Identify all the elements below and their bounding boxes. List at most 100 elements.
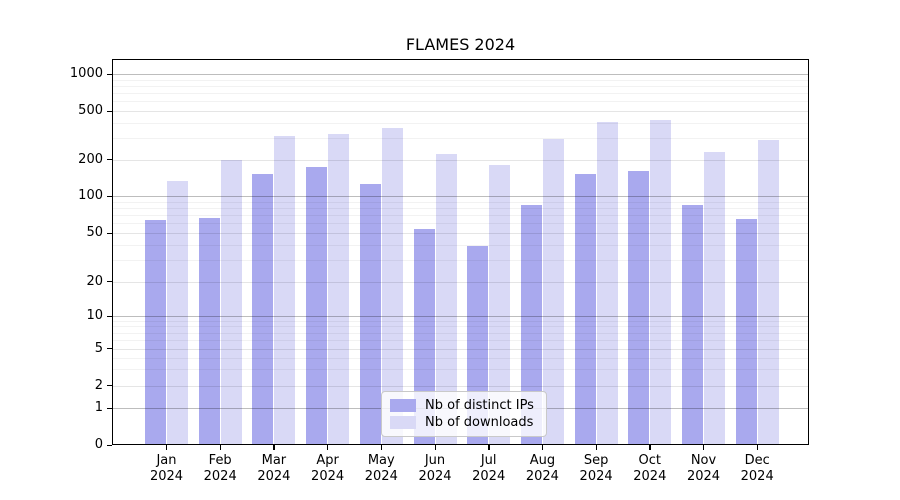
y-tick-0 — [107, 444, 112, 446]
x-tick-jun — [434, 445, 436, 450]
gridline-y-1000 — [113, 74, 809, 75]
y-tick-label-2: 2 — [94, 377, 103, 393]
x-tick-nov — [703, 445, 705, 450]
x-tick-may — [380, 445, 383, 450]
gridline-y-2 — [113, 385, 809, 387]
bar-distinct-ips-mar — [252, 173, 274, 445]
y-tick-2 — [107, 385, 112, 387]
gridline-y-60 — [113, 223, 809, 225]
x-tick-label-oct: Oct 2024 — [633, 453, 667, 484]
gridline-y-900 — [113, 79, 809, 81]
x-tick-label-jul: Jul 2024 — [472, 453, 506, 484]
gridline-y-80 — [113, 207, 809, 209]
x-tick-dec — [756, 445, 759, 450]
gridline-y-500 — [113, 111, 809, 112]
bar-downloads-feb — [220, 159, 242, 445]
legend-item-downloads: Nb of downloads — [390, 415, 538, 430]
y-tick-label-0: 0 — [94, 437, 103, 452]
bar-downloads-jul — [489, 164, 511, 445]
gridline-y-100 — [113, 196, 809, 197]
y-tick-1 — [107, 407, 112, 409]
x-tick-label-may: May 2024 — [364, 453, 398, 484]
y-tick-20 — [107, 281, 112, 283]
gridline-y-9 — [113, 320, 809, 322]
x-tick-jul — [488, 445, 490, 450]
gridline-y-800 — [113, 85, 809, 87]
y-tick-50 — [107, 232, 112, 234]
y-tick-label-100: 100 — [78, 188, 103, 203]
gridline-y-200 — [113, 159, 809, 161]
y-tick-label-1: 1 — [94, 400, 103, 415]
bar-distinct-ips-jan — [145, 219, 166, 445]
x-tick-mar — [273, 445, 275, 450]
y-tick-10 — [107, 315, 112, 317]
x-tick-label-jun: Jun 2024 — [418, 453, 452, 484]
x-tick-feb — [219, 445, 222, 450]
x-tick-label-aug: Aug 2024 — [525, 453, 559, 484]
bar-downloads-jun — [435, 154, 457, 445]
x-tick-label-mar: Mar 2024 — [257, 453, 291, 484]
y-tick-200 — [107, 159, 112, 161]
legend-swatch-distinct-ips — [390, 398, 416, 412]
legend-item-distinct-ips: Nb of distinct IPs — [390, 398, 538, 413]
bar-distinct-ips-apr — [306, 167, 328, 445]
y-tick-label-1000: 1000 — [69, 66, 103, 81]
x-tick-sep — [595, 445, 597, 450]
bar-downloads-dec — [757, 140, 779, 445]
gridline-y-7 — [113, 332, 809, 334]
bar-downloads-nov — [704, 151, 725, 445]
y-tick-5 — [107, 348, 112, 350]
x-tick-label-dec: Dec 2024 — [740, 453, 774, 484]
legend-swatch-downloads — [390, 416, 416, 430]
gridline-y-70 — [113, 215, 809, 217]
x-tick-jan — [166, 445, 168, 450]
x-tick-label-nov: Nov 2024 — [686, 453, 721, 484]
gridline-y-40 — [113, 244, 809, 246]
bar-distinct-ips-feb — [198, 218, 220, 445]
gridline-y-400 — [113, 122, 809, 124]
x-tick-oct — [649, 445, 651, 450]
bar-distinct-ips-oct — [628, 170, 650, 445]
y-tick-label-5: 5 — [94, 340, 103, 356]
chart-title: FLAMES 2024 — [405, 35, 516, 54]
y-tick-100 — [107, 195, 112, 197]
x-tick-aug — [541, 445, 544, 450]
gridline-y-30 — [113, 260, 809, 262]
x-tick-apr — [327, 445, 329, 450]
legend-label-downloads: Nb of downloads — [425, 415, 534, 431]
gridline-y-90 — [113, 201, 809, 203]
y-tick-1000 — [107, 73, 112, 75]
x-tick-label-jan: Jan 2024 — [149, 453, 184, 484]
gridline-y-3 — [113, 369, 809, 371]
bar-distinct-ips-dec — [735, 218, 757, 445]
gridline-y-600 — [113, 101, 809, 103]
legend-label-distinct-ips: Nb of distinct IPs — [425, 397, 534, 413]
bar-distinct-ips-aug — [520, 205, 542, 445]
x-tick-label-feb: Feb 2024 — [203, 453, 237, 484]
bar-downloads-may — [381, 127, 403, 445]
gridline-y-300 — [113, 138, 809, 140]
bar-downloads-oct — [650, 120, 672, 445]
gridline-y-4 — [113, 357, 809, 359]
y-tick-label-10: 10 — [86, 308, 103, 323]
bar-downloads-apr — [328, 133, 350, 445]
gridline-y-50 — [113, 233, 809, 234]
plot-frame — [112, 59, 809, 445]
gridline-y-10 — [113, 316, 809, 317]
bar-distinct-ips-may — [359, 183, 381, 445]
bar-downloads-aug — [542, 138, 564, 445]
y-tick-label-500: 500 — [78, 103, 103, 118]
bar-downloads-sep — [596, 122, 618, 445]
bar-distinct-ips-nov — [682, 204, 703, 445]
bar-distinct-ips-sep — [574, 173, 596, 445]
bar-distinct-ips-jun — [413, 228, 435, 445]
bar-downloads-jan — [167, 180, 188, 445]
y-tick-label-50: 50 — [86, 225, 103, 240]
y-tick-label-200: 200 — [78, 151, 103, 167]
gridline-y-5 — [113, 348, 809, 350]
x-tick-label-sep: Sep 2024 — [579, 453, 613, 484]
y-tick-500 — [107, 110, 112, 112]
gridline-y-20 — [113, 281, 809, 283]
y-tick-label-20: 20 — [86, 273, 103, 289]
